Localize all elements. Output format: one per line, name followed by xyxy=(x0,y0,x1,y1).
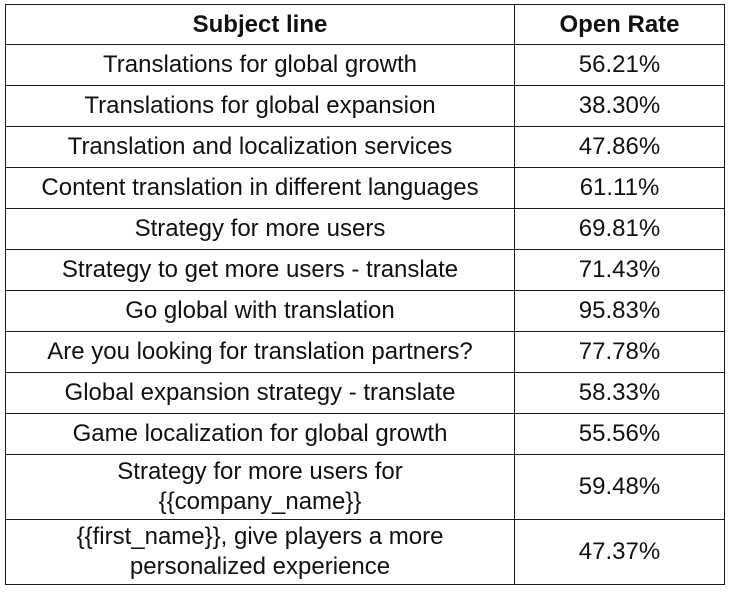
table-row: Global expansion strategy - translate 58… xyxy=(5,372,725,414)
open-rate-cell: 47.37% xyxy=(514,519,725,585)
open-rate-cell: 38.30% xyxy=(514,85,725,127)
open-rate-cell: 58.33% xyxy=(514,372,725,414)
open-rate-cell: 56.21% xyxy=(514,44,725,86)
table-row: Content translation in different languag… xyxy=(5,167,725,209)
table-row: Are you looking for translation partners… xyxy=(5,331,725,373)
open-rate-cell: 55.56% xyxy=(514,413,725,455)
open-rate-cell: 77.78% xyxy=(514,331,725,373)
table-row: Strategy for more users 69.81% xyxy=(5,208,725,250)
open-rate-cell: 69.81% xyxy=(514,208,725,250)
subject-cell: {{first_name}}, give players a more pers… xyxy=(5,519,515,585)
table-row: Strategy to get more users - translate 7… xyxy=(5,249,725,291)
open-rate-cell: 47.86% xyxy=(514,126,725,168)
header-open-rate: Open Rate xyxy=(514,4,725,45)
open-rate-table: Subject line Open Rate Translations for … xyxy=(5,4,725,585)
table-row: {{first_name}}, give players a more pers… xyxy=(5,519,725,585)
table-row: Translations for global growth 56.21% xyxy=(5,44,725,86)
open-rate-cell: 95.83% xyxy=(514,290,725,332)
table-row: Game localization for global growth 55.5… xyxy=(5,413,725,455)
table-row: Translation and localization services 47… xyxy=(5,126,725,168)
subject-cell: Strategy to get more users - translate xyxy=(5,249,515,291)
table-row: Go global with translation 95.83% xyxy=(5,290,725,332)
subject-cell: Content translation in different languag… xyxy=(5,167,515,209)
subject-cell: Translation and localization services xyxy=(5,126,515,168)
subject-cell: Strategy for more users for {{company_na… xyxy=(5,454,515,520)
subject-cell: Are you looking for translation partners… xyxy=(5,331,515,373)
table-row: Strategy for more users for {{company_na… xyxy=(5,454,725,520)
subject-cell: Translations for global growth xyxy=(5,44,515,86)
subject-cell: Game localization for global growth xyxy=(5,413,515,455)
header-subject-line: Subject line xyxy=(5,4,515,45)
subject-cell: Global expansion strategy - translate xyxy=(5,372,515,414)
subject-cell: Strategy for more users xyxy=(5,208,515,250)
open-rate-cell: 71.43% xyxy=(514,249,725,291)
subject-cell: Translations for global expansion xyxy=(5,85,515,127)
subject-cell: Go global with translation xyxy=(5,290,515,332)
table-header-row: Subject line Open Rate xyxy=(5,4,725,45)
open-rate-cell: 59.48% xyxy=(514,454,725,520)
open-rate-table-container: Subject line Open Rate Translations for … xyxy=(5,4,725,585)
open-rate-cell: 61.11% xyxy=(514,167,725,209)
table-row: Translations for global expansion 38.30% xyxy=(5,85,725,127)
